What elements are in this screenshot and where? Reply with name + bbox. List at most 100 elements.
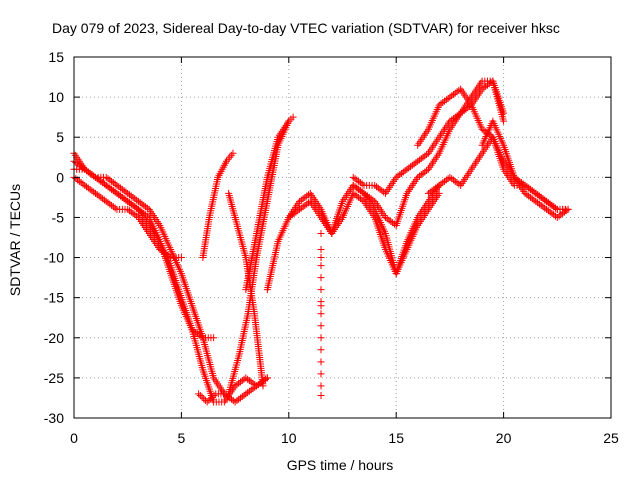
trace-marker [480, 127, 488, 135]
data-point [317, 246, 325, 254]
y-tick-label: -30 [44, 410, 64, 426]
trace-marker [143, 212, 151, 220]
trace-marker [355, 185, 363, 193]
data-point [124, 189, 132, 197]
trace-marker [72, 175, 80, 183]
trace-marker [86, 185, 94, 193]
series-trace-h [242, 117, 293, 294]
trace-marker [419, 169, 427, 177]
data-point [102, 197, 110, 205]
trace-marker [455, 86, 463, 94]
series-trace-m [349, 77, 508, 197]
trace-marker [160, 248, 167, 256]
trace-marker [161, 250, 169, 258]
trace-marker [79, 180, 87, 188]
trace-marker [523, 183, 531, 191]
trace-marker [120, 187, 128, 195]
trace-marker [118, 185, 126, 193]
trace-marker [535, 200, 543, 208]
trace-marker [177, 300, 185, 308]
trace-marker [245, 387, 253, 395]
trace-marker [104, 183, 112, 191]
trace-marker [213, 176, 221, 184]
trace-marker [356, 195, 364, 203]
trace-marker [413, 224, 421, 232]
trace-marker [453, 88, 461, 96]
data-point [543, 197, 551, 205]
trace-marker [252, 232, 260, 240]
plot-frame [73, 56, 612, 419]
trace-marker [93, 175, 101, 183]
trace-marker [111, 180, 119, 188]
trace-marker [75, 161, 83, 169]
data-point [349, 181, 357, 189]
trace-marker [194, 330, 202, 338]
series-trace-k [317, 229, 325, 400]
trace-marker [380, 211, 388, 219]
trace-marker [316, 211, 324, 219]
trace-marker [72, 159, 80, 167]
trace-marker [111, 188, 119, 196]
trace-marker [97, 177, 105, 185]
trace-marker [176, 267, 184, 275]
trace-marker [143, 204, 151, 212]
data-point [263, 374, 271, 382]
data-point [317, 382, 325, 390]
trace-marker [109, 179, 117, 187]
trace-marker [432, 184, 440, 192]
trace-marker [441, 177, 449, 185]
trace-marker [233, 381, 241, 389]
trace-marker [355, 177, 363, 185]
data-point [424, 189, 432, 197]
trace-marker [451, 113, 459, 121]
trace-marker [125, 191, 133, 199]
trace-marker [106, 176, 114, 184]
trace-marker [155, 219, 163, 227]
trace-marker [534, 199, 542, 207]
trace-marker [351, 183, 359, 191]
y-axis-label: SDTVAR / TECUs [7, 184, 23, 296]
trace-marker [434, 135, 442, 143]
trace-marker [129, 209, 137, 217]
trace-marker [93, 191, 101, 199]
data-point [242, 390, 250, 398]
trace-marker [121, 205, 129, 213]
trace-marker [95, 192, 103, 200]
data-point [317, 358, 325, 366]
trace-marker [356, 187, 364, 195]
trace-marker [144, 227, 152, 235]
trace-marker [88, 171, 96, 179]
trace-marker [480, 84, 488, 92]
trace-marker [83, 167, 91, 175]
series-trace-j [285, 181, 443, 278]
trace-marker [95, 176, 103, 184]
trace-marker [548, 209, 556, 217]
trace-marker [448, 175, 456, 183]
data-point [414, 157, 422, 165]
trace-marker [304, 191, 312, 199]
trace-marker [518, 179, 525, 187]
data-point [521, 181, 529, 189]
y-tick-label: -10 [44, 250, 64, 266]
trace-marker [198, 393, 206, 401]
trace-marker [394, 172, 402, 180]
trace-marker [355, 193, 363, 201]
trace-marker [299, 203, 307, 211]
trace-marker [514, 176, 522, 184]
trace-marker [434, 103, 442, 111]
trace-marker [190, 327, 198, 335]
trace-marker [118, 193, 126, 201]
trace-marker [133, 196, 141, 204]
trace-marker [187, 324, 195, 332]
trace-marker [387, 217, 395, 225]
trace-marker [301, 201, 309, 209]
trace-marker [535, 192, 543, 200]
trace-marker [115, 183, 123, 191]
trace-marker [244, 312, 252, 320]
trace-marker [369, 211, 377, 219]
trace-marker [163, 251, 171, 259]
trace-marker [445, 119, 453, 127]
trace-marker [441, 97, 449, 105]
trace-marker [221, 159, 229, 167]
trace-marker [537, 201, 545, 209]
